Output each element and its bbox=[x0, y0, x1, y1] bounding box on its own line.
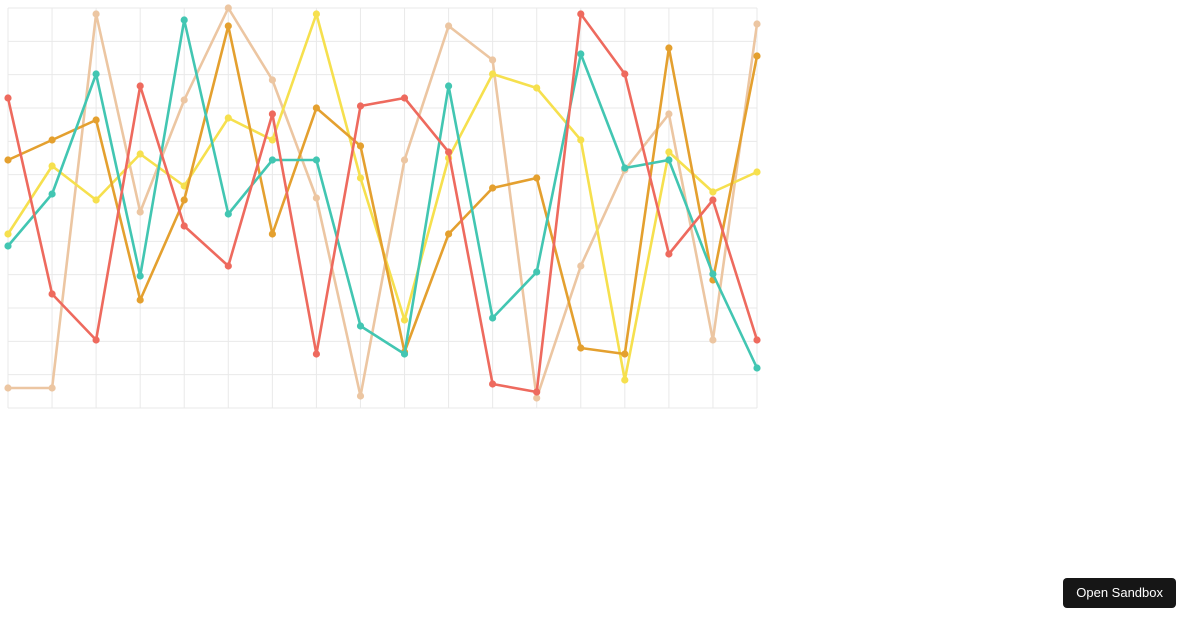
series-tan-point bbox=[224, 4, 232, 12]
series-tan-point bbox=[709, 336, 717, 344]
series-teal-point bbox=[268, 156, 276, 164]
series-teal-point bbox=[180, 16, 188, 24]
series-red-line bbox=[6, 12, 759, 394]
series-tan-point bbox=[489, 56, 497, 64]
series-red-point bbox=[48, 290, 56, 298]
series-tan-point bbox=[268, 76, 276, 84]
series-teal-point bbox=[312, 156, 320, 164]
series-red-point bbox=[224, 262, 232, 270]
series-yellow-point bbox=[312, 10, 320, 18]
series-red-point bbox=[489, 380, 497, 388]
series-tan-point bbox=[312, 194, 320, 202]
series-tan-point bbox=[577, 262, 585, 270]
series-red-point bbox=[445, 148, 453, 156]
series-tan-line bbox=[6, 6, 759, 400]
series-red-point bbox=[356, 102, 365, 110]
series-teal-point bbox=[136, 272, 144, 280]
series-yellow-point bbox=[356, 174, 365, 182]
series-red-point bbox=[268, 110, 276, 118]
series-yellow-point bbox=[489, 70, 497, 78]
series-orange-point bbox=[621, 350, 629, 358]
series-yellow-point bbox=[48, 162, 56, 170]
series-orange-point bbox=[356, 142, 365, 150]
series-teal-point bbox=[577, 50, 585, 58]
series-tan-point bbox=[4, 384, 12, 392]
series-teal-point bbox=[753, 364, 761, 372]
series-teal-point bbox=[92, 70, 100, 78]
series-teal-point bbox=[621, 164, 629, 172]
series-teal-point bbox=[533, 268, 541, 276]
series-tan-point bbox=[400, 156, 409, 164]
series-red-point bbox=[136, 82, 144, 90]
series-yellow-point bbox=[4, 230, 12, 238]
series-orange-point bbox=[48, 136, 56, 144]
series-teal-point bbox=[665, 156, 673, 164]
series-teal-point bbox=[4, 242, 12, 250]
series-red-point bbox=[312, 350, 320, 358]
series-orange-point bbox=[92, 116, 100, 124]
series-yellow-point bbox=[665, 148, 673, 156]
series-red-point bbox=[400, 94, 409, 102]
series-tan-point bbox=[445, 22, 453, 30]
series-red-point bbox=[577, 10, 585, 18]
series-teal-point bbox=[709, 270, 717, 278]
line-chart-canvas bbox=[4, 4, 761, 409]
series-red-point bbox=[753, 336, 761, 344]
series-orange-point bbox=[136, 296, 144, 304]
series-yellow-point bbox=[92, 196, 100, 204]
series-tan-point bbox=[136, 208, 144, 216]
series-orange-point bbox=[665, 44, 673, 52]
series-teal-point bbox=[400, 350, 409, 358]
series-orange-point bbox=[312, 104, 320, 112]
series-orange-point bbox=[445, 230, 453, 238]
series-red-point bbox=[4, 94, 12, 102]
series-yellow-point bbox=[224, 114, 232, 122]
series-orange-point bbox=[489, 184, 497, 192]
series-orange-point bbox=[577, 344, 585, 352]
open-sandbox-button[interactable]: Open Sandbox bbox=[1063, 578, 1176, 608]
series-tan-point bbox=[180, 96, 188, 104]
series-yellow-point bbox=[533, 84, 541, 92]
series-tan-point bbox=[533, 394, 541, 402]
series-tan-point bbox=[665, 110, 673, 118]
series-red-point bbox=[621, 70, 629, 78]
series-tan-point bbox=[48, 384, 56, 392]
series-teal-point bbox=[445, 82, 453, 90]
series-red-point bbox=[92, 336, 100, 344]
series-orange-point bbox=[533, 174, 541, 182]
series-orange-line bbox=[6, 24, 759, 356]
series-orange-point bbox=[224, 22, 232, 30]
series-orange-point bbox=[4, 156, 12, 164]
series-red-point bbox=[533, 388, 541, 396]
series-teal-point bbox=[489, 314, 497, 322]
series-orange-point bbox=[180, 196, 188, 204]
series-red-point bbox=[665, 250, 673, 258]
series-yellow-point bbox=[268, 136, 276, 144]
series-orange-point bbox=[268, 230, 276, 238]
series-yellow-point bbox=[753, 168, 761, 176]
series-teal-line bbox=[6, 18, 759, 370]
series-yellow-point bbox=[136, 150, 144, 158]
series-orange-point bbox=[753, 52, 761, 60]
series-yellow-point bbox=[621, 376, 629, 384]
series-yellow-point bbox=[400, 316, 409, 324]
line-chart bbox=[0, 0, 765, 420]
series-yellow-point bbox=[709, 188, 717, 196]
series-tan-point bbox=[92, 10, 100, 18]
series-yellow-point bbox=[577, 136, 585, 144]
series-teal-point bbox=[48, 190, 56, 198]
series-teal-point bbox=[356, 322, 365, 330]
series-red-point bbox=[709, 196, 717, 204]
series-red-point bbox=[180, 222, 188, 230]
series-tan-point bbox=[356, 392, 365, 400]
series-teal-point bbox=[224, 210, 232, 218]
series-tan-point bbox=[753, 20, 761, 28]
